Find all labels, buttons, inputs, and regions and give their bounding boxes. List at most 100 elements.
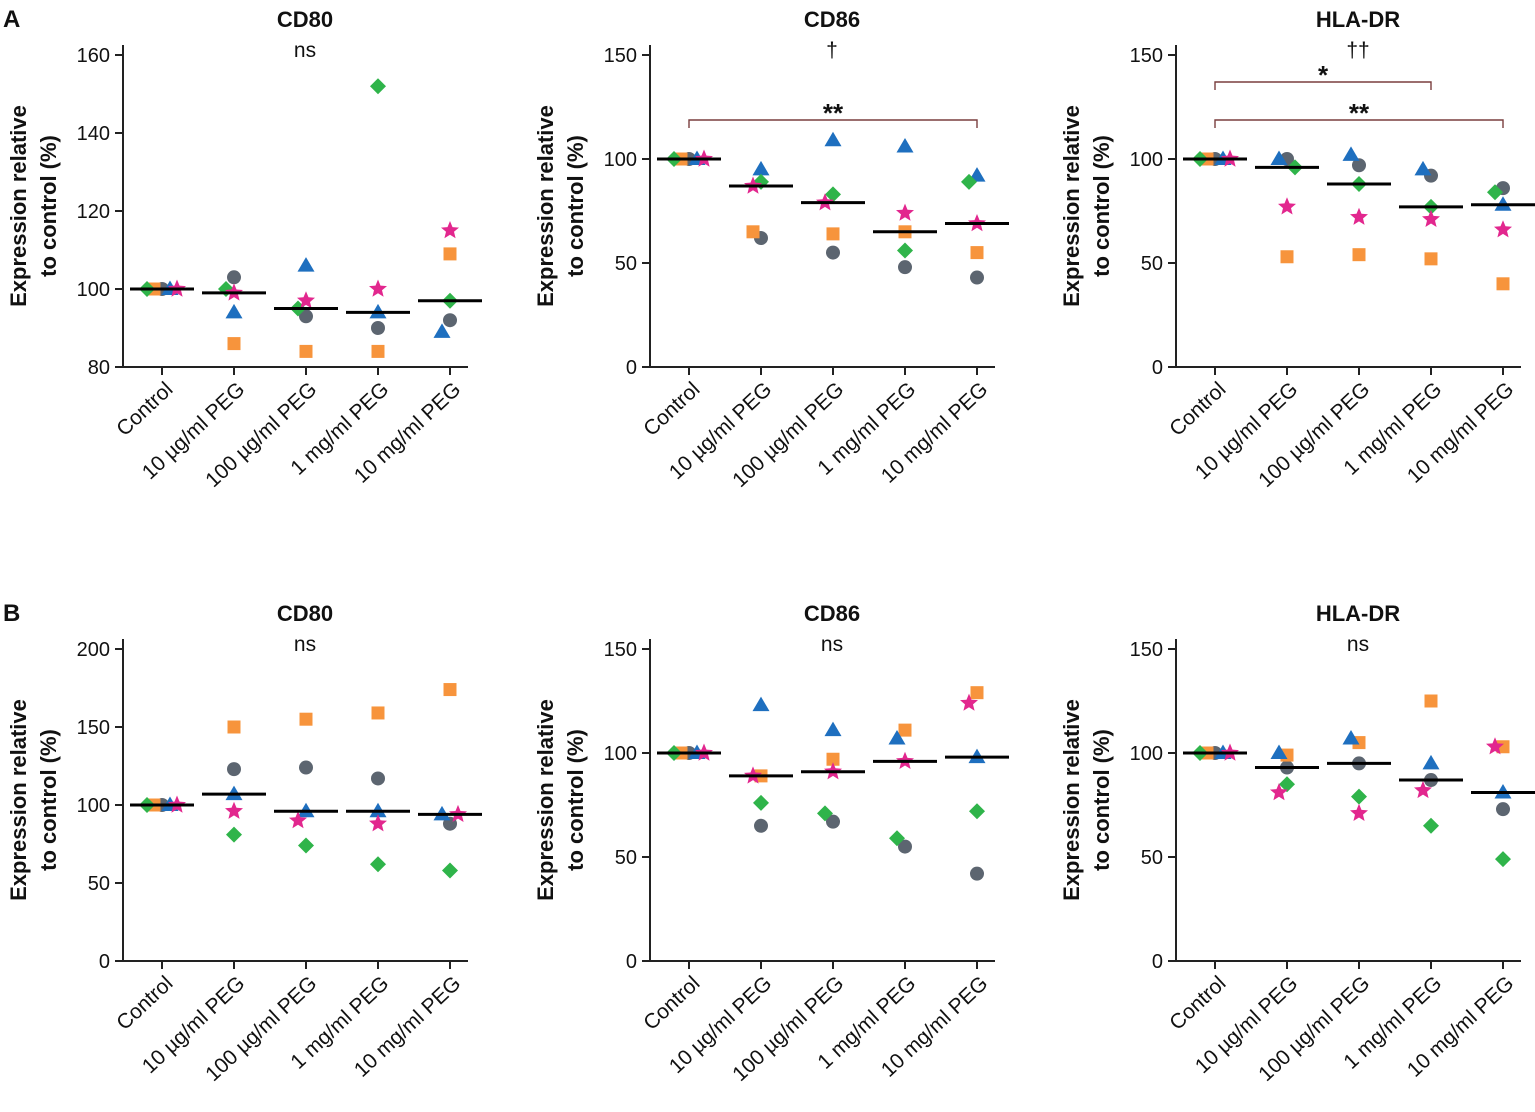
chart-title: HLA-DR <box>1316 7 1400 32</box>
data-point-star <box>1422 209 1440 227</box>
data-point-diamond <box>889 830 905 847</box>
data-point-triangle <box>1270 150 1288 165</box>
y-tick-label: 200 <box>77 639 110 661</box>
chart-panel: HLA-DR ns 0 50 100 150 Expression relative to c… <box>1059 601 1535 1086</box>
data-point-triangle <box>1270 744 1288 759</box>
data-point-diamond <box>1279 776 1295 793</box>
chart-title: CD80 <box>277 7 333 32</box>
data-point-star <box>896 203 914 221</box>
chart-panel: CD86 † 0 50 100 150 Expression relative to cont… <box>533 7 1009 492</box>
y-axis-label: to control (%) <box>563 729 588 871</box>
data-point-diamond <box>1495 851 1511 868</box>
data-point-star <box>1494 220 1512 238</box>
data-point-circle <box>898 839 912 854</box>
y-tick-label: 0 <box>626 951 637 973</box>
data-point-circle <box>371 771 385 786</box>
significance-label: ns <box>821 633 843 656</box>
y-tick-label: 0 <box>99 951 110 973</box>
y-axis-label: Expression relative <box>533 699 558 901</box>
data-point-square <box>1496 740 1510 754</box>
data-point-triangle <box>824 721 842 737</box>
y-axis-label: Expression relative <box>533 105 558 307</box>
data-point-triangle <box>225 303 243 319</box>
data-point-square <box>1352 248 1366 262</box>
y-tick-label: 100 <box>604 743 637 765</box>
data-point-star <box>297 291 315 309</box>
data-point-diamond <box>226 826 242 843</box>
data-point-square <box>826 752 840 766</box>
y-tick-label: 160 <box>77 45 110 67</box>
data-point-star <box>1414 780 1432 799</box>
y-tick-label: 0 <box>1152 357 1163 379</box>
data-point-square <box>898 723 912 737</box>
data-point-star <box>441 221 459 239</box>
significance-label: ns <box>294 633 316 656</box>
y-tick-label: 150 <box>77 717 110 739</box>
data-point-star <box>1278 197 1296 215</box>
data-point-circle <box>371 321 385 335</box>
data-point-triangle <box>1342 729 1360 745</box>
chart-title: CD86 <box>804 7 860 32</box>
y-axis-label: Expression relative <box>1059 699 1084 901</box>
y-tick-label: 0 <box>1152 951 1163 973</box>
data-point-diamond <box>897 242 913 259</box>
y-tick-label: 80 <box>88 357 110 379</box>
data-point-star <box>1350 803 1368 821</box>
data-point-star <box>1486 737 1504 755</box>
data-point-square <box>826 227 840 241</box>
y-tick-label: 50 <box>88 873 110 895</box>
category-label: Control <box>1165 378 1230 441</box>
data-point-circle <box>826 245 840 260</box>
y-axis-label: Expression relative <box>1059 105 1084 307</box>
y-axis-label: to control (%) <box>36 135 61 277</box>
data-point-triangle <box>896 138 914 153</box>
panel-label: A <box>3 6 20 33</box>
chart-panel: CD80 ns 0 50 100 150 200 Expression relative to … <box>6 601 482 1086</box>
data-point-triangle <box>824 131 842 147</box>
data-point-triangle <box>752 160 770 176</box>
data-point-circle <box>1352 158 1366 173</box>
data-point-diamond <box>1351 788 1367 805</box>
data-point-triangle <box>1422 754 1440 770</box>
y-tick-label: 100 <box>1130 743 1163 765</box>
data-point-square <box>371 706 385 720</box>
data-point-circle <box>299 309 313 324</box>
chart-title: CD86 <box>804 601 860 626</box>
data-point-star <box>960 693 978 711</box>
chart-panel: CD86 ns 0 50 100 150 Expression relative to con… <box>533 601 1009 1086</box>
y-tick-label: 50 <box>1141 253 1163 275</box>
category-label: Control <box>1165 972 1230 1035</box>
data-point-triangle <box>297 257 315 272</box>
significance-label: † <box>826 39 838 62</box>
data-point-square <box>970 246 984 260</box>
y-tick-label: 100 <box>77 279 110 301</box>
data-point-square <box>1496 277 1510 291</box>
data-point-circle <box>443 313 457 328</box>
data-point-diamond <box>1487 184 1503 201</box>
y-axis-label: Expression relative <box>6 699 31 901</box>
data-point-circle <box>826 814 840 829</box>
category-label: Control <box>112 378 177 441</box>
data-point-square <box>299 344 313 358</box>
data-point-diamond <box>753 794 769 811</box>
y-tick-label: 100 <box>1130 149 1163 171</box>
data-point-square <box>1280 250 1294 264</box>
y-tick-label: 100 <box>77 795 110 817</box>
data-point-triangle <box>752 696 770 712</box>
data-point-star <box>289 811 307 829</box>
data-point-triangle <box>1342 146 1360 161</box>
y-tick-label: 120 <box>77 201 110 223</box>
bracket-label: * <box>1318 60 1329 90</box>
y-tick-label: 140 <box>77 123 110 145</box>
data-point-diamond <box>442 862 458 879</box>
data-point-square <box>746 225 760 239</box>
data-point-square <box>227 337 241 351</box>
data-point-diamond <box>969 803 985 820</box>
y-axis-label: to control (%) <box>1089 135 1114 277</box>
category-label: Control <box>639 378 704 441</box>
y-tick-label: 50 <box>615 847 637 869</box>
category-label: Control <box>639 972 704 1035</box>
data-point-square <box>1424 252 1438 266</box>
data-point-square <box>299 712 313 726</box>
data-point-star <box>369 814 387 832</box>
